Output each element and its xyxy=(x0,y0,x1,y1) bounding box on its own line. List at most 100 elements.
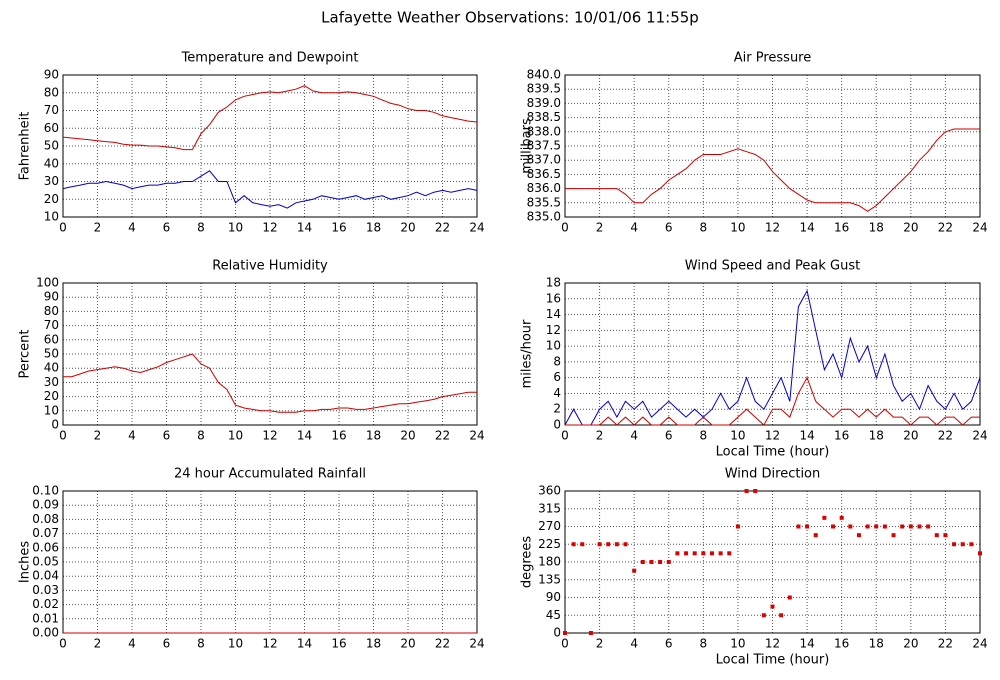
x-tick-label: 0 xyxy=(561,429,569,443)
y-tick-label: 16 xyxy=(546,291,561,305)
data-point xyxy=(735,524,740,529)
data-point xyxy=(831,524,836,529)
x-tick-label: 16 xyxy=(331,637,346,651)
data-point xyxy=(960,542,965,547)
data-point xyxy=(623,542,628,547)
y-axis-label: Percent xyxy=(18,330,33,379)
data-line xyxy=(565,128,980,212)
y-tick-label: 10 xyxy=(44,403,59,417)
x-tick-label: 10 xyxy=(228,221,243,235)
x-tick-label: 20 xyxy=(903,429,918,443)
x-tick-label: 8 xyxy=(197,429,205,443)
x-tick-label: 14 xyxy=(799,637,814,651)
y-tick-label: 14 xyxy=(546,307,561,321)
x-tick-label: 12 xyxy=(262,637,277,651)
y-tick-label: 0.02 xyxy=(32,597,59,611)
x-tick-label: 12 xyxy=(765,221,780,235)
y-tick-label: 70 xyxy=(44,103,59,117)
x-tick-label: 24 xyxy=(972,221,987,235)
x-tick-label: 20 xyxy=(903,221,918,235)
x-tick-label: 14 xyxy=(297,221,312,235)
x-tick-label: 14 xyxy=(297,637,312,651)
chart-title: Temperature and Dewpoint xyxy=(181,51,359,66)
x-tick-label: 18 xyxy=(869,221,884,235)
x-tick-label: 22 xyxy=(435,221,450,235)
y-tick-label: 0.00 xyxy=(32,626,59,640)
data-line xyxy=(62,170,478,209)
data-point xyxy=(787,595,792,600)
data-point xyxy=(761,613,766,618)
y-tick-label: 838.5 xyxy=(527,110,561,124)
x-tick-label: 6 xyxy=(163,429,171,443)
x-tick-label: 2 xyxy=(596,429,604,443)
chart-title: 24 hour Accumulated Rainfall xyxy=(174,467,366,482)
x-tick-label: 10 xyxy=(730,221,745,235)
x-tick-label: 6 xyxy=(665,429,673,443)
x-tick-label: 2 xyxy=(94,429,102,443)
x-tick-label: 14 xyxy=(799,221,814,235)
data-point xyxy=(753,489,758,493)
data-point xyxy=(597,542,602,547)
x-tick-label: 6 xyxy=(665,637,673,651)
y-axis-label: degrees xyxy=(520,536,535,589)
x-tick-label: 18 xyxy=(869,637,884,651)
x-tick-label: 4 xyxy=(630,429,638,443)
plot-border xyxy=(564,282,981,426)
data-point xyxy=(943,533,948,538)
plot-border xyxy=(62,74,478,218)
y-tick-label: 836.0 xyxy=(527,181,561,195)
x-tick-label: 2 xyxy=(596,221,604,235)
y-tick-label: 835.5 xyxy=(527,195,561,209)
y-tick-label: 0 xyxy=(553,626,561,640)
x-tick-label: 16 xyxy=(834,637,849,651)
data-point xyxy=(882,524,887,529)
y-axis-label: miles/hour xyxy=(520,319,535,388)
y-tick-label: 30 xyxy=(44,174,59,188)
x-tick-label: 0 xyxy=(59,221,67,235)
x-tick-label: 16 xyxy=(331,221,346,235)
data-point xyxy=(813,533,818,538)
x-tick-label: 12 xyxy=(262,221,277,235)
x-tick-label: 8 xyxy=(197,637,205,651)
y-tick-label: 0.07 xyxy=(32,526,59,540)
y-tick-label: 4 xyxy=(553,386,561,400)
y-tick-label: 0.01 xyxy=(32,611,59,625)
x-tick-label: 8 xyxy=(197,221,205,235)
data-point xyxy=(796,524,801,529)
data-point xyxy=(856,533,861,538)
chart-title: Air Pressure xyxy=(734,51,812,66)
data-point xyxy=(805,524,810,529)
data-point xyxy=(934,533,939,538)
y-tick-label: 0.06 xyxy=(32,540,59,554)
x-tick-label: 18 xyxy=(366,429,381,443)
x-tick-label: 24 xyxy=(469,637,484,651)
y-tick-label: 0 xyxy=(553,418,561,432)
x-tick-label: 24 xyxy=(972,429,987,443)
x-tick-label: 4 xyxy=(630,221,638,235)
y-tick-label: 2 xyxy=(553,402,561,416)
y-tick-label: 0.03 xyxy=(32,583,59,597)
x-tick-label: 0 xyxy=(59,429,67,443)
y-tick-label: 837.0 xyxy=(527,153,561,167)
y-tick-label: 0.10 xyxy=(32,484,59,498)
data-point xyxy=(727,551,732,556)
x-tick-label: 22 xyxy=(938,221,953,235)
data-point xyxy=(900,524,905,529)
y-tick-label: 315 xyxy=(538,501,561,515)
data-point xyxy=(666,560,671,564)
y-tick-label: 10 xyxy=(44,210,59,224)
x-tick-label: 22 xyxy=(938,637,953,651)
data-point xyxy=(675,551,680,556)
x-tick-label: 14 xyxy=(297,429,312,443)
x-tick-label: 10 xyxy=(228,429,243,443)
x-tick-label: 20 xyxy=(400,637,415,651)
data-point xyxy=(969,542,974,547)
data-point xyxy=(744,489,749,493)
x-tick-label: 10 xyxy=(730,637,745,651)
data-point xyxy=(848,524,853,529)
y-tick-label: 6 xyxy=(553,370,561,384)
plot-border xyxy=(564,74,981,218)
x-tick-label: 6 xyxy=(163,221,171,235)
y-tick-label: 835.0 xyxy=(527,210,561,224)
y-tick-label: 360 xyxy=(538,484,561,498)
